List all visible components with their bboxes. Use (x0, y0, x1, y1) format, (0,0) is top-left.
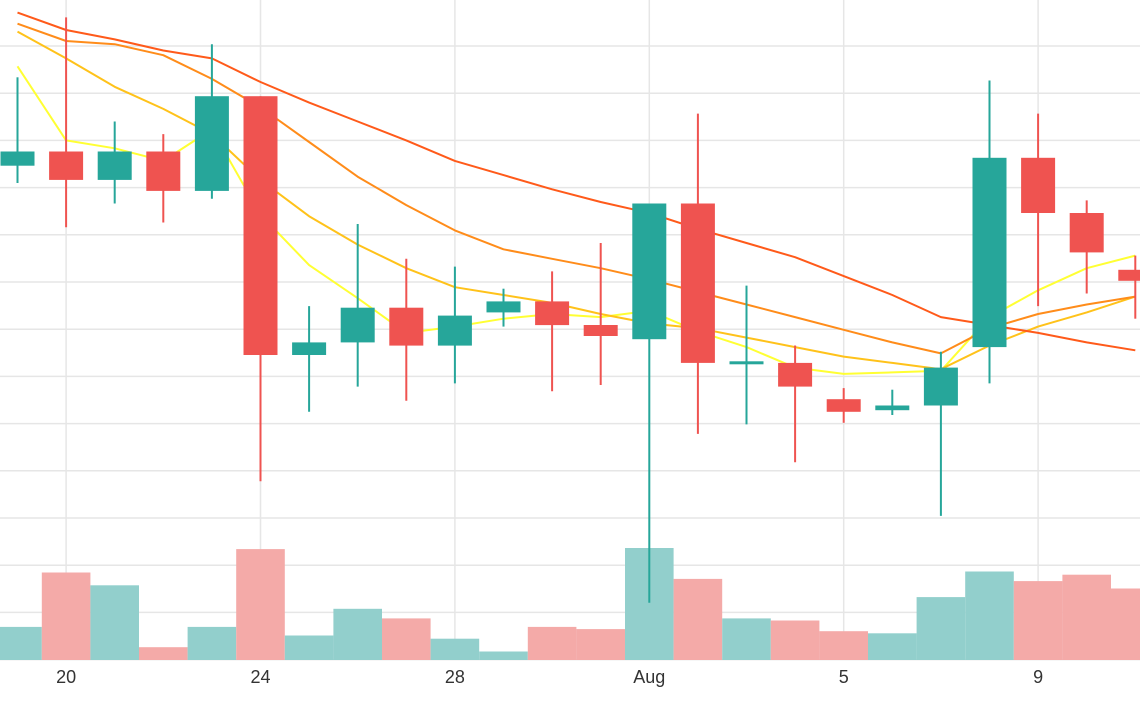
candle-body (389, 307, 424, 346)
candle-body (1021, 157, 1056, 213)
candle (972, 80, 1007, 384)
candle-body (729, 361, 764, 365)
volume-bar (1013, 581, 1063, 660)
moving-average-line-ma_mid1 (17, 30, 1136, 371)
volume-bar (965, 571, 1014, 660)
moving-average-line-ma_mid2 (17, 22, 1136, 355)
candle (923, 351, 958, 516)
volume-bar (41, 572, 91, 660)
candle-body (680, 203, 715, 363)
candle-body (486, 301, 521, 313)
volume-bar (284, 635, 334, 660)
candle-body (1118, 269, 1140, 281)
candle (243, 96, 278, 482)
volume-bar (90, 585, 139, 660)
candle-body (1069, 213, 1104, 253)
candle-body (292, 342, 327, 355)
x-tick-label: 20 (56, 667, 76, 687)
candle (680, 113, 715, 434)
candle (1118, 255, 1140, 319)
volume-bar (1111, 588, 1140, 660)
volume-bar (673, 578, 723, 660)
volume-bars (0, 548, 1140, 660)
volume-bar (770, 620, 820, 660)
volume-bar (527, 626, 577, 660)
candle-body (632, 203, 667, 340)
candle-body (340, 307, 375, 343)
volume-bar (1062, 574, 1111, 660)
candle (389, 258, 424, 401)
candle (0, 77, 35, 183)
volume-bar (333, 608, 382, 660)
volume-bar (187, 626, 237, 660)
volume-bar (868, 633, 917, 660)
moving-average-line-ma_slow (17, 11, 1136, 352)
volume-bar (236, 549, 285, 660)
candle (1069, 200, 1104, 294)
candle-body (243, 96, 278, 355)
volume-bar (430, 638, 480, 660)
volume-bar (576, 629, 625, 660)
candle-body (972, 157, 1007, 348)
x-axis: 20 24 28 Aug 5 9 (56, 667, 1043, 687)
candle (632, 203, 667, 603)
candle (778, 345, 813, 463)
candle-body (923, 367, 958, 406)
x-tick-label: 24 (250, 667, 270, 687)
candle (292, 306, 327, 412)
candle (826, 388, 861, 423)
candle-body (826, 399, 861, 412)
candle (486, 288, 521, 327)
x-tick-label: 28 (445, 667, 465, 687)
volume-bar (382, 618, 431, 660)
candle (437, 266, 472, 384)
candle (49, 17, 84, 228)
candle-body (583, 325, 618, 336)
candle (97, 121, 132, 204)
candle-body (778, 362, 813, 387)
candle (1021, 113, 1056, 307)
candle (535, 271, 570, 392)
candle (146, 134, 181, 223)
candle-body (146, 151, 181, 191)
candle-body (875, 405, 910, 411)
candle (729, 285, 764, 425)
candle-body (97, 151, 132, 180)
volume-bar (479, 651, 528, 660)
candle (875, 389, 910, 415)
volume-bar (0, 626, 42, 660)
moving-average-lines (16, 11, 1136, 375)
candle (340, 224, 375, 387)
volume-bar (916, 597, 966, 660)
candle-body (49, 151, 84, 180)
moving-average-line-ma_fast (16, 65, 1136, 375)
x-tick-label: Aug (633, 667, 665, 687)
candles (0, 17, 1140, 603)
x-tick-label: 5 (839, 667, 849, 687)
volume-bar (139, 647, 188, 660)
candle-body (194, 96, 229, 191)
candle (583, 243, 618, 385)
volume-bar (722, 618, 771, 660)
grid (0, 0, 1140, 661)
candle-body (535, 301, 570, 326)
candle (194, 44, 229, 199)
candle-body (0, 151, 35, 166)
x-tick-label: 9 (1033, 667, 1043, 687)
candle-body (437, 315, 472, 346)
volume-bar (819, 631, 868, 660)
